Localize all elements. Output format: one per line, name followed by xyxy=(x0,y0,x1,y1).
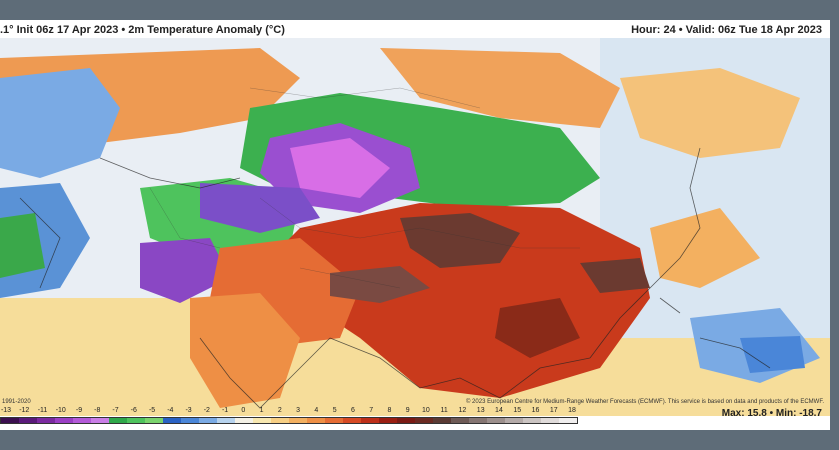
scale-swatch xyxy=(469,418,487,423)
scale-tick-label: -1 xyxy=(221,407,229,414)
scale-swatch xyxy=(163,418,181,423)
scale-swatch xyxy=(181,418,199,423)
color-scale-bar xyxy=(0,417,578,424)
scale-tick-label: -2 xyxy=(203,407,210,414)
scale-swatch xyxy=(91,418,109,423)
scale-swatch xyxy=(37,418,55,423)
map-header: .1° Init 06z 17 Apr 2023 • 2m Temperatur… xyxy=(0,20,830,40)
scale-swatch xyxy=(397,418,415,423)
scale-tick-label: 13 xyxy=(476,407,485,414)
scale-swatch xyxy=(415,418,433,423)
scale-swatch xyxy=(19,418,37,423)
scale-swatch xyxy=(109,418,127,423)
scale-tick-label: -3 xyxy=(185,407,192,414)
scale-tick-label: 7 xyxy=(369,407,374,414)
scale-swatch xyxy=(451,418,469,423)
scale-swatch xyxy=(145,418,163,423)
scale-swatch xyxy=(73,418,91,423)
scale-tick-label: 4 xyxy=(314,407,319,414)
map-credits: 1991-2020 © 2023 European Centre for Med… xyxy=(0,396,830,408)
scale-tick-label: 1 xyxy=(259,407,264,414)
scale-tick-label: 15 xyxy=(513,407,522,414)
run-info-title: .1° Init 06z 17 Apr 2023 • 2m Temperatur… xyxy=(0,24,285,36)
scale-tick-label: -7 xyxy=(112,407,119,414)
scale-tick-label: 6 xyxy=(350,407,355,414)
scale-tick-label: -9 xyxy=(75,407,83,414)
climatology-label: 1991-2020 xyxy=(2,399,31,405)
scale-tick-label: 16 xyxy=(531,407,540,414)
scale-tick-label: -11 xyxy=(37,407,48,414)
scale-tick-label: 10 xyxy=(422,407,430,414)
scale-tick-label: -8 xyxy=(94,407,101,414)
scale-swatch xyxy=(325,418,343,423)
max-min-readout: Max: 15.8 • Min: -18.7 xyxy=(722,408,822,419)
scale-tick-label: 2 xyxy=(277,407,282,414)
map-frame: .1° Init 06z 17 Apr 2023 • 2m Temperatur… xyxy=(0,20,839,430)
scale-tick-label: -4 xyxy=(167,407,174,414)
scale-tick-label: 14 xyxy=(495,407,503,414)
scale-swatch xyxy=(253,418,271,423)
scale-tick-label: 5 xyxy=(332,407,337,414)
scale-tick-label: -13 xyxy=(0,407,12,414)
scale-swatch xyxy=(1,418,19,423)
scale-tick-label: -6 xyxy=(130,407,137,414)
scale-tick-label: 8 xyxy=(387,407,392,414)
scale-tick-label: 18 xyxy=(568,407,576,414)
scale-swatch xyxy=(379,418,397,423)
scale-swatch xyxy=(523,418,541,423)
copyright-notice: © 2023 European Centre for Medium-Range … xyxy=(465,399,824,405)
scale-swatch xyxy=(127,418,145,423)
temperature-anomaly-map xyxy=(0,38,830,416)
scale-tick-label: 0 xyxy=(241,407,246,414)
scale-swatch xyxy=(235,418,253,423)
min-value: Min: -18.7 xyxy=(775,408,822,419)
valid-time-label: Hour: 24 • Valid: 06z Tue 18 Apr 2023 xyxy=(631,24,822,36)
scale-tick-label: 17 xyxy=(549,407,558,414)
scale-swatch xyxy=(307,418,325,423)
scale-swatch xyxy=(199,418,217,423)
scale-swatch xyxy=(541,418,559,423)
scale-tick-label: -12 xyxy=(19,407,30,414)
max-min-separator: • xyxy=(769,408,774,419)
scale-swatch xyxy=(505,418,523,423)
scale-swatch xyxy=(289,418,307,423)
color-scale-labels: -13 -12 -11 -10 -9 -8 -7 -6 -5 -4 -3 -2 -1 0 1 2 3 4 5 6 7 8 9… xyxy=(0,407,580,417)
scale-swatch xyxy=(433,418,451,423)
scale-swatch xyxy=(217,418,235,423)
scale-swatch xyxy=(361,418,379,423)
scale-swatch xyxy=(271,418,289,423)
scale-swatch xyxy=(487,418,505,423)
scale-tick-label: -10 xyxy=(55,407,66,414)
scale-tick-label: -5 xyxy=(148,407,156,414)
scale-swatch xyxy=(343,418,361,423)
scale-swatch xyxy=(559,418,577,423)
max-value: Max: 15.8 xyxy=(721,408,767,419)
scale-tick-label: 12 xyxy=(458,407,467,414)
scale-swatch xyxy=(55,418,73,423)
scale-tick-label: 9 xyxy=(405,407,410,414)
scale-tick-label: 3 xyxy=(296,407,301,414)
scale-tick-label: 11 xyxy=(440,407,448,414)
